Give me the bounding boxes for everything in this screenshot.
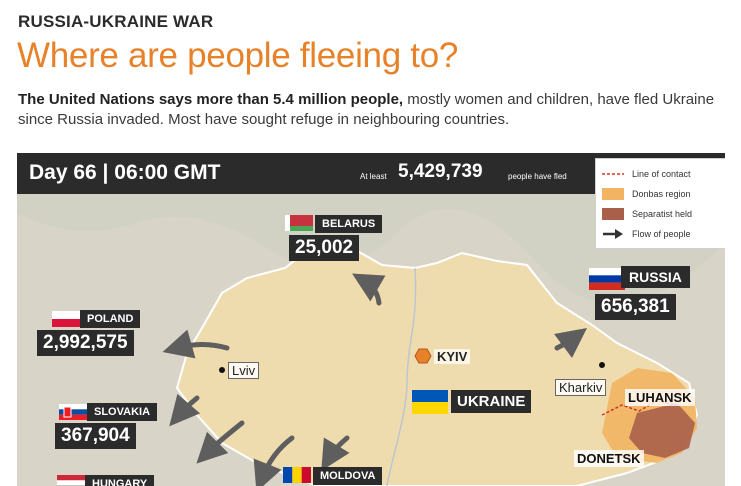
region-label-ukraine: UKRAINE <box>451 390 532 413</box>
kharkiv-dot <box>599 362 605 368</box>
country-tag-hungary: HUNGARY <box>85 475 155 486</box>
legend-separatist: Separatist held <box>602 205 692 223</box>
legend: Line of contact Donbas region Separatist… <box>595 158 725 249</box>
legend-line-of-contact: Line of contact <box>602 165 691 183</box>
orange-swatch-icon <box>602 188 624 200</box>
flow-arrow-belarus <box>352 273 386 306</box>
total-fled: 5,429,739 <box>398 161 483 182</box>
kicker: RUSSIA-UKRAINE WAR <box>18 12 214 31</box>
legend-label: Separatist held <box>632 209 693 219</box>
region-label-luhansk: LUHANSK <box>625 389 695 406</box>
ukraine-flag-icon <box>412 390 448 414</box>
count-belarus: 25,002 <box>289 235 360 261</box>
separatist-area <box>629 403 695 458</box>
flow-arrow-moldova <box>321 435 350 471</box>
country-tag-moldova: MOLDOVA <box>313 467 383 485</box>
flow-arrows <box>162 273 588 486</box>
day-label: Day 66 | 06:00 GMT <box>29 161 221 184</box>
brown-swatch-icon <box>602 208 624 220</box>
slovakia-flag-icon <box>59 404 87 420</box>
country-tag-russia: RUSSIA <box>621 266 690 288</box>
flow-arrow-slovakia <box>169 393 201 427</box>
map: Day 66 | 06:00 GMT At least 5,429,739 pe… <box>17 153 725 486</box>
city-label-lviv: Lviv <box>228 362 260 379</box>
count-poland: 2,992,575 <box>37 330 134 356</box>
count-slovakia: 367,904 <box>55 423 136 449</box>
city-label-kyiv: KYIV <box>434 349 471 364</box>
at-least-label: At least <box>360 172 387 181</box>
flow-arrow-south-1 <box>253 435 295 486</box>
flow-arrow-poland <box>162 329 230 359</box>
country-tag-poland: POLAND <box>80 310 141 328</box>
lviv-dot <box>219 367 225 373</box>
city-label-kharkiv: Kharkiv <box>555 379 607 396</box>
intro-bold: The United Nations says more than 5.4 mi… <box>18 91 404 108</box>
count-russia: 656,381 <box>595 294 676 320</box>
intro-text: The United Nations says more than 5.4 mi… <box>18 90 728 130</box>
region-label-donetsk: DONETSK <box>574 450 644 467</box>
flow-arrow-russia <box>554 328 588 358</box>
flow-arrow-hungary <box>196 420 245 464</box>
country-tag-slovakia: SLOVAKIA <box>87 403 158 421</box>
kyiv-marker <box>414 348 432 364</box>
moldova-flag-icon <box>283 467 311 483</box>
dashed-red-line-icon <box>602 173 624 175</box>
terrain-shade <box>17 193 725 304</box>
legend-donbas: Donbas region <box>602 185 691 203</box>
page-title: Where are people fleeing to? <box>17 36 459 75</box>
country-tag-belarus: BELARUS <box>315 215 383 233</box>
russia-flag-icon <box>589 268 625 290</box>
legend-flow: Flow of people <box>602 225 691 243</box>
legend-label: Flow of people <box>632 229 691 239</box>
legend-label: Line of contact <box>632 169 691 179</box>
belarus-flag-icon <box>285 215 313 231</box>
fled-label: people have fled <box>508 172 567 181</box>
hungary-flag-icon <box>57 475 85 486</box>
river <box>386 267 417 486</box>
intro-rest: mostly women and children, have fled Ukr… <box>18 91 715 128</box>
poland-flag-icon <box>52 311 80 327</box>
arrow-icon <box>603 229 623 239</box>
legend-label: Donbas region <box>632 189 691 199</box>
